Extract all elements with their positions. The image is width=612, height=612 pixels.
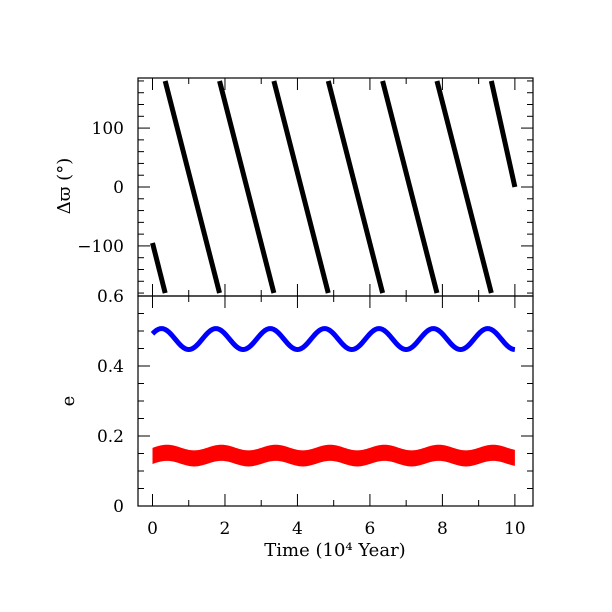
delta-varpi-segment-3 xyxy=(271,80,331,294)
x-tick-label-4: 8 xyxy=(437,519,448,539)
bottom-y-axis-label: e xyxy=(58,396,79,407)
delta-varpi-segment-7 xyxy=(488,80,518,188)
eccentricity-blue-series xyxy=(150,326,516,353)
bottom-y-tick-label-1: 0.2 xyxy=(97,427,124,447)
x-tick-label-3: 6 xyxy=(365,519,376,539)
delta-varpi-segment-5 xyxy=(380,80,440,294)
top-panel: −100 0 100 Δϖ (°) xyxy=(54,77,534,297)
x-tick-label-1: 2 xyxy=(220,519,231,539)
delta-varpi-segment-0 xyxy=(150,242,168,294)
top-ticks: −100 0 100 xyxy=(77,78,533,296)
bottom-y-tick-label-3: 0.6 xyxy=(97,287,124,307)
delta-varpi-segment-1 xyxy=(162,80,222,294)
bottom-data-layer xyxy=(150,326,516,467)
eccentricity-red-series xyxy=(152,444,515,467)
x-axis-label: Time (10⁴ Year) xyxy=(264,540,405,561)
bottom-y-tick-label-0: 0 xyxy=(113,497,124,517)
delta-varpi-segment-4 xyxy=(325,80,386,294)
top-y-tick-label-1: 0 xyxy=(113,178,124,198)
top-y-tick-label-2: 100 xyxy=(92,119,124,139)
top-data-layer xyxy=(150,80,518,294)
bottom-ticks: 0 2 4 6 8 10 0 0.2 0.4 0.6 xyxy=(97,287,533,539)
delta-varpi-segment-6 xyxy=(434,80,494,294)
x-tick-label-5: 10 xyxy=(504,519,526,539)
top-y-axis-label: Δϖ (°) xyxy=(54,158,75,214)
top-y-tick-label-0: −100 xyxy=(77,237,124,257)
x-tick-label-2: 4 xyxy=(292,519,303,539)
bottom-panel: 0 2 4 6 8 10 0 0.2 0.4 0.6 e Time (10⁴ Year) xyxy=(58,287,534,561)
x-tick-label-0: 0 xyxy=(147,519,158,539)
delta-varpi-segment-2 xyxy=(217,80,277,294)
bottom-y-tick-label-2: 0.4 xyxy=(97,357,124,377)
